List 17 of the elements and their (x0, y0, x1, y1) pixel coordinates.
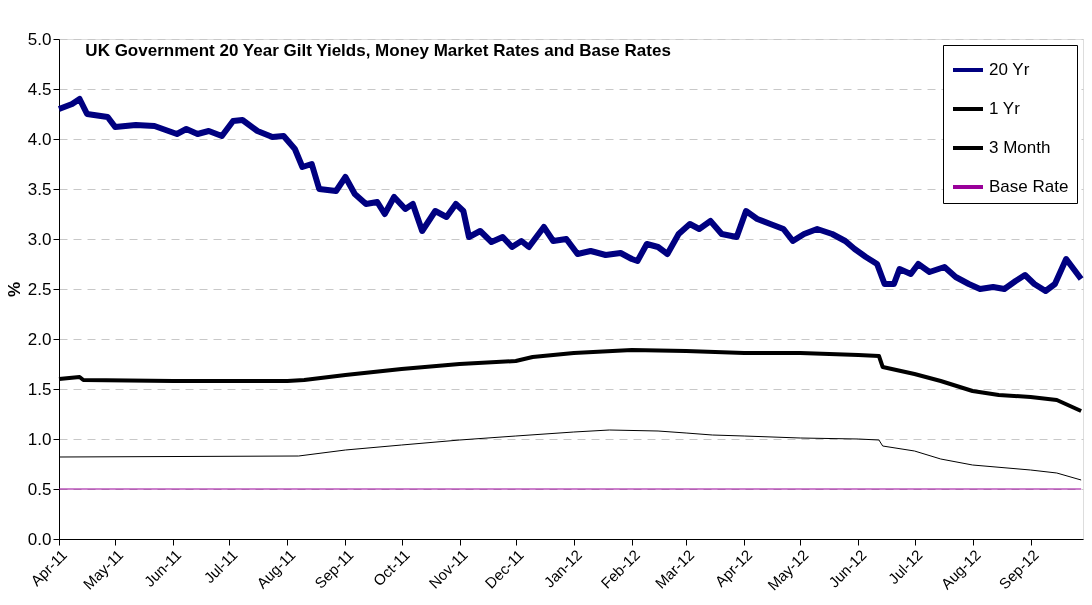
y-tick-label: 1.5 (27, 379, 52, 399)
y-tick-label: 2.5 (27, 279, 52, 299)
y-tick-label: 1.0 (27, 429, 52, 449)
y-tick-label: 3.0 (27, 229, 52, 249)
y-tick-label: 0.0 (27, 529, 52, 549)
y-tick-label: 0.5 (27, 479, 52, 499)
y-tick-label: 2.0 (27, 329, 52, 349)
legend-label: Base Rate (989, 177, 1069, 196)
y-tick-label: 5.0 (27, 29, 52, 49)
legend-label: 1 Yr (989, 99, 1021, 118)
y-axis-title: % (4, 281, 24, 298)
chart-title: UK Government 20 Year Gilt Yields, Money Market Rates and Base Rates (85, 41, 671, 60)
legend-label: 20 Yr (989, 60, 1030, 79)
y-tick-label: 4.5 (27, 79, 52, 99)
y-tick-label: 3.5 (27, 179, 52, 199)
y-tick-label: 4.0 (27, 129, 52, 149)
legend-label: 3 Month (989, 138, 1051, 157)
